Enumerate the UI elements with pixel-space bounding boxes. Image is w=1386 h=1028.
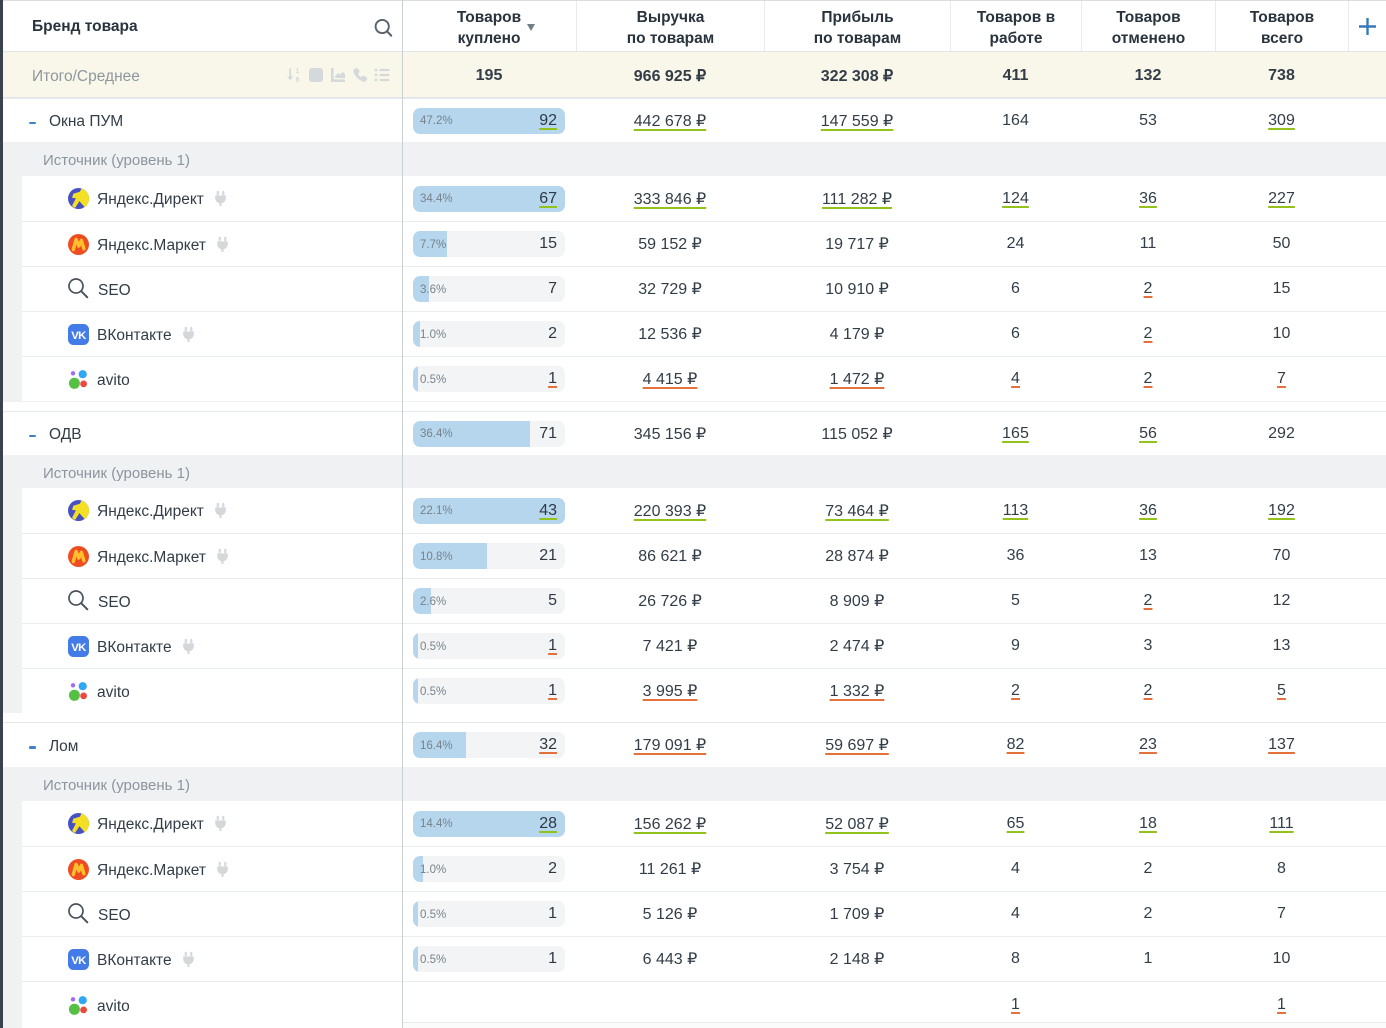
svg-text:VK: VK bbox=[71, 330, 87, 342]
svg-text:VK: VK bbox=[71, 642, 87, 654]
svg-text:VK: VK bbox=[71, 955, 87, 967]
svg-text:1: 1 bbox=[296, 68, 300, 75]
svg-text:9: 9 bbox=[296, 77, 300, 83]
